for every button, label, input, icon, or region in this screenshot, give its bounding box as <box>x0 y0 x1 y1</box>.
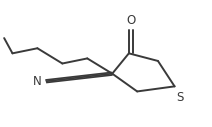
Text: S: S <box>176 91 183 104</box>
Text: N: N <box>33 75 42 88</box>
Text: O: O <box>126 14 135 27</box>
